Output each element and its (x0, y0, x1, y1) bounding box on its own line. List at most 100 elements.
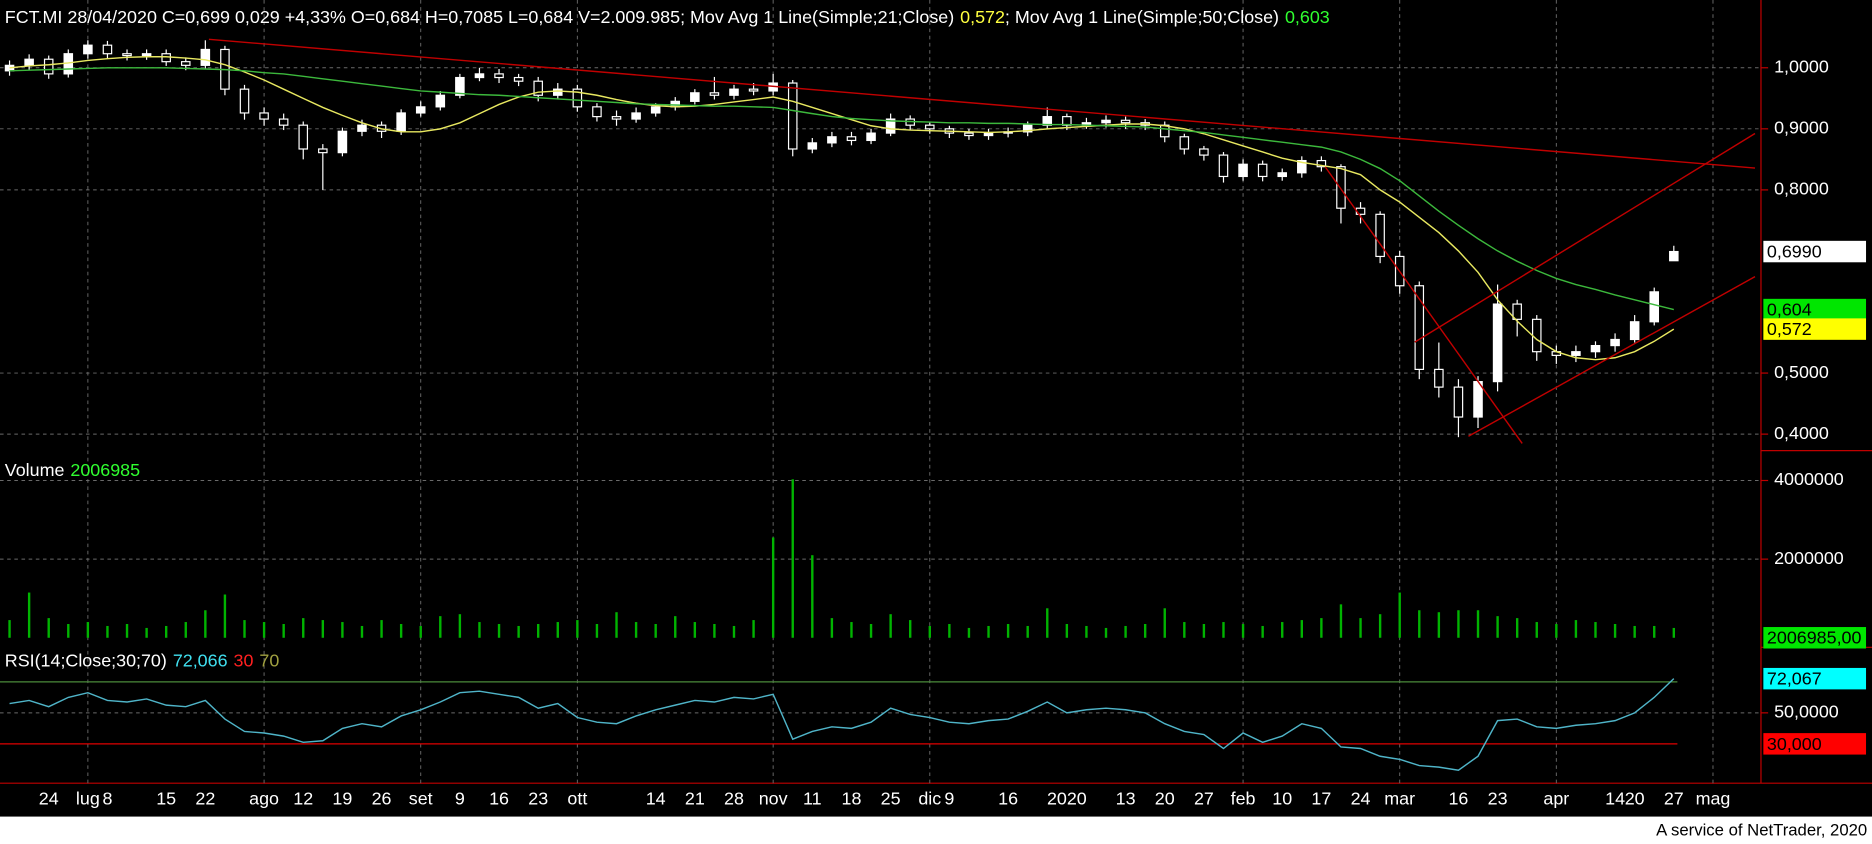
candle-body (1531, 318, 1542, 353)
volume-bar (145, 627, 148, 638)
volume-bar (380, 620, 383, 638)
volume-bar (321, 620, 325, 638)
panel-title: RSI(14;Close;30;70) 72,066 30 70 (5, 650, 280, 670)
candle-body (1434, 368, 1444, 388)
volume-bar (948, 624, 951, 638)
x-tick-label: 20 (1155, 789, 1175, 809)
volume-bar (850, 622, 853, 638)
candle-body (141, 53, 152, 57)
candle-body (1297, 159, 1307, 174)
candle-body (455, 76, 465, 96)
candle-body (1414, 285, 1425, 370)
volume-bar (889, 614, 892, 638)
volume-bar (302, 618, 305, 638)
x-tick-label: 16 (1448, 789, 1468, 809)
candle-body (1199, 148, 1209, 156)
volume-bar (86, 622, 90, 638)
volume-bar (1261, 625, 1264, 638)
x-tick-label: dic (918, 789, 941, 809)
candle-body (259, 112, 269, 120)
candle-body (827, 136, 837, 144)
volume-bar (791, 479, 794, 638)
volume-bar (615, 612, 618, 638)
candle-body (239, 88, 250, 114)
candle-body (357, 124, 367, 132)
candle-body (748, 88, 759, 92)
volume-bar (987, 625, 990, 638)
volume-bar (282, 624, 285, 638)
volume-bar (1163, 608, 1166, 638)
candle-body (925, 124, 935, 130)
x-tick-label: 27 (1664, 789, 1684, 809)
candle-body (1571, 351, 1581, 356)
volume-bar (8, 620, 11, 638)
value-box (1763, 240, 1867, 263)
plot (0, 0, 1761, 784)
volume-bar (1535, 622, 1538, 638)
volume-bar (204, 610, 207, 638)
x-tick-label: lug (76, 789, 100, 809)
background (0, 0, 1872, 817)
volume-bar (595, 624, 599, 638)
x-tick-label: 18 (842, 789, 862, 809)
volume-bar (1241, 624, 1245, 638)
volume-bar (1104, 627, 1108, 638)
volume-bar (223, 594, 227, 638)
candle-body (474, 73, 485, 79)
value-box (1763, 318, 1867, 340)
candle-body (318, 148, 328, 154)
candle-body (180, 61, 191, 66)
x-tick-label: 15 (156, 789, 176, 809)
volume-bar (1496, 616, 1499, 638)
x-tick-label: 17 (1311, 789, 1331, 809)
volume-bar (164, 625, 168, 638)
x-tick-label: 19 (332, 789, 352, 809)
volume-bar (1202, 624, 1206, 638)
volume-bar (399, 624, 403, 638)
volume-bar (811, 555, 814, 638)
candle-body (1179, 136, 1190, 150)
volume-bar (1065, 624, 1069, 638)
value-box-label: 0,604 (1767, 299, 1812, 319)
candle-body (1336, 166, 1346, 209)
volume-bar (262, 622, 266, 638)
volume-bar (1476, 610, 1480, 638)
candle-body (553, 88, 563, 96)
candle-body (396, 112, 406, 132)
candle-body (200, 48, 211, 66)
y-tick-label: 2000000 (1774, 548, 1844, 568)
axis-labels: 24 lug 8 15 22 ago 12 19 26 set 9 16 23 ott 14 21 28 nov 1… (5, 7, 1867, 809)
x-tick-label: 12 (293, 789, 313, 809)
x-tick-label: 28 (724, 789, 744, 809)
volume-bar (1555, 624, 1558, 638)
candle-body (983, 132, 994, 137)
volume-bar (1398, 592, 1401, 638)
trendlines (208, 38, 1756, 444)
candle-body (592, 106, 602, 118)
x-tick-label: nov (759, 789, 788, 809)
candle-body (435, 94, 446, 108)
value-box-label: 0,6990 (1767, 241, 1822, 261)
volume-bar (1437, 612, 1441, 638)
candle-body (866, 132, 876, 142)
x-tick-label: 9 (944, 789, 954, 809)
moving-average (9, 56, 1675, 361)
x-tick-label: 10 (1272, 789, 1292, 809)
volume-bar (537, 624, 540, 638)
candle-body (787, 82, 798, 150)
candle-body (83, 44, 93, 55)
volume-bar (1143, 624, 1147, 638)
candle-body (1022, 124, 1033, 133)
candle-body (298, 124, 309, 150)
candle-body (1120, 119, 1131, 124)
volume-bar (439, 616, 442, 638)
volume-bar (1672, 627, 1676, 638)
volume-bar (27, 592, 31, 638)
panel-title: FCT.MI 28/04/2020 C=0,699 0,029 +4,33% O… (5, 7, 1330, 27)
moving-average (9, 67, 1674, 311)
candle-body (1590, 344, 1601, 353)
volume-bar (1026, 625, 1029, 638)
x-tick-label: 23 (1488, 789, 1508, 809)
candle-body (1512, 303, 1522, 320)
